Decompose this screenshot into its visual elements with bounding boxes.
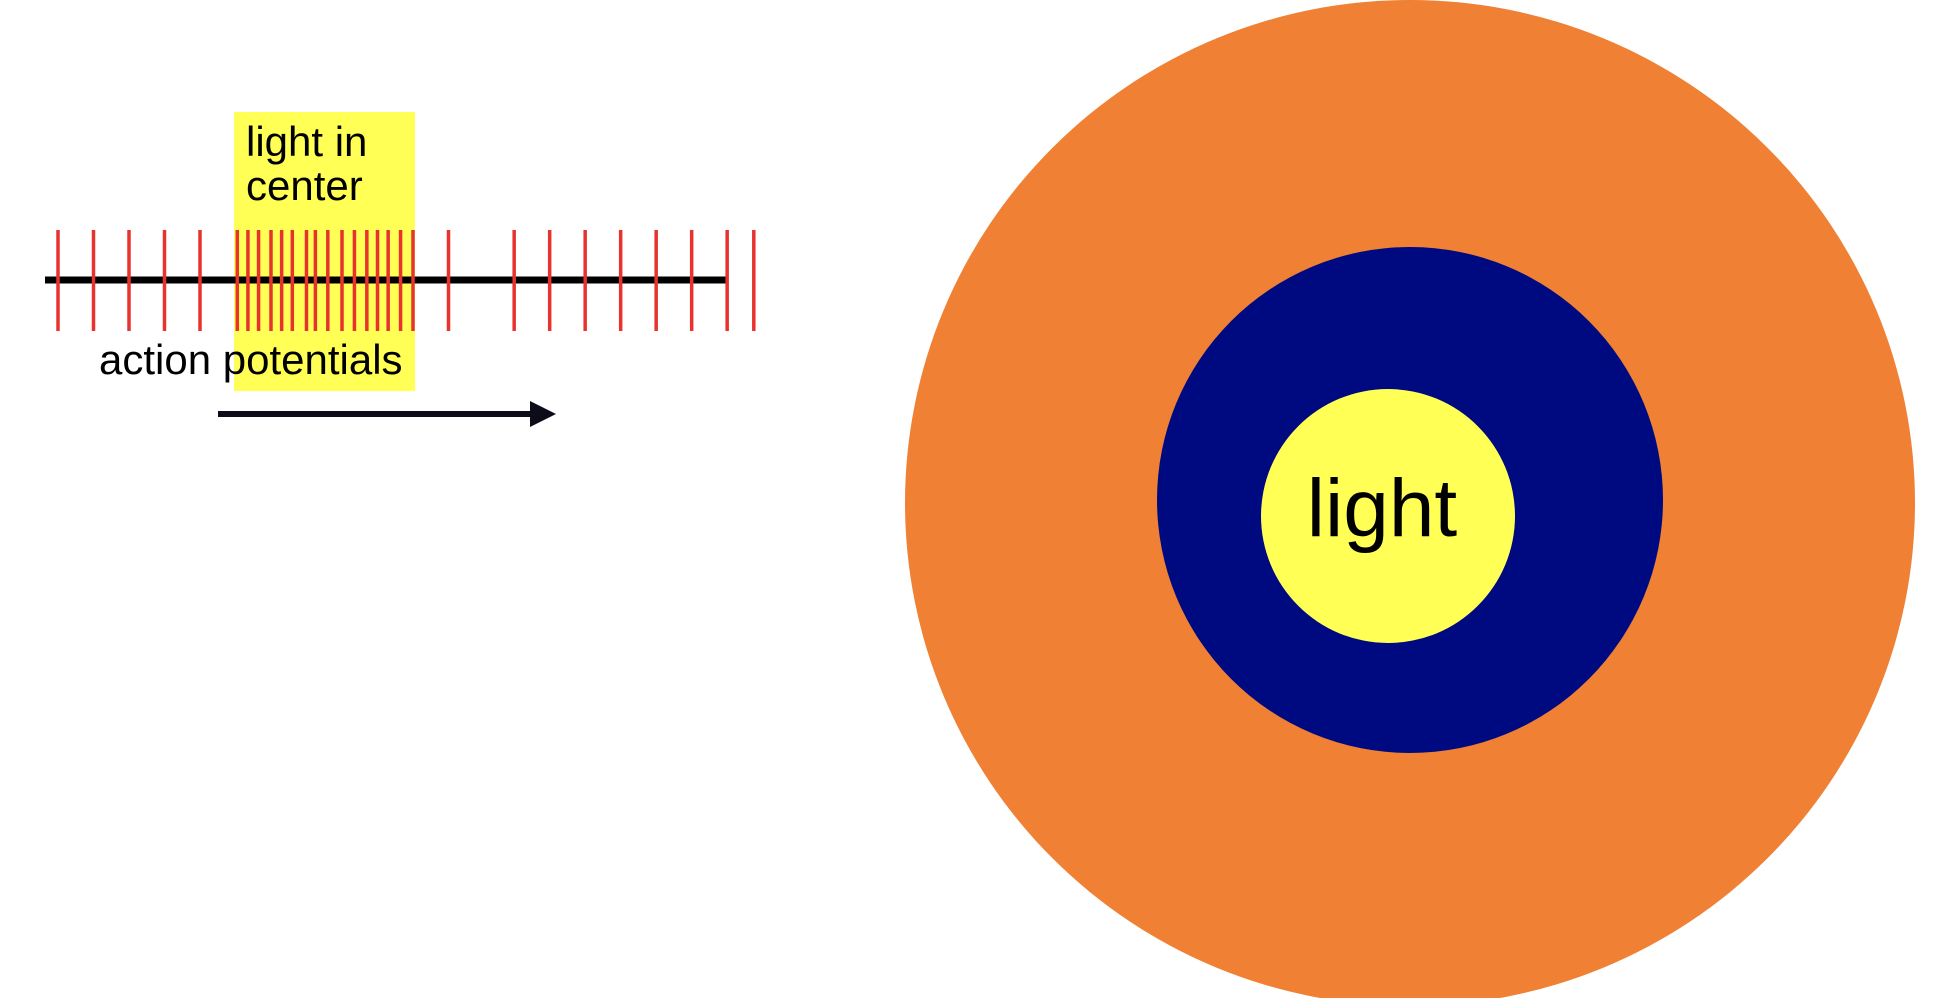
- receptive-field: light: [905, 0, 1915, 998]
- action-potential-spikes: [56, 230, 756, 331]
- highlight-label-line1: light in: [246, 118, 367, 165]
- time-arrow-head: [530, 401, 556, 427]
- center-label: light: [1307, 463, 1458, 554]
- spike-train-panel: light in center action potentials: [45, 112, 756, 427]
- highlight-label-line2: center: [246, 162, 363, 209]
- time-arrow: [218, 401, 556, 427]
- axis-label: action potentials: [99, 336, 403, 383]
- light-on-highlight: [234, 112, 415, 391]
- center-field: [1261, 389, 1515, 643]
